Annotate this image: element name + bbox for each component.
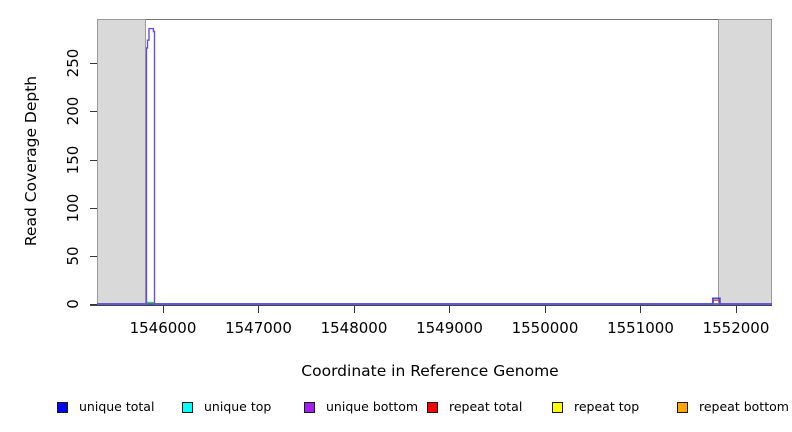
x-tick-label: 1551000 [607, 319, 674, 337]
legend-swatch-unique-total [57, 401, 68, 413]
x-tick-mark [640, 306, 642, 313]
x-axis-line [90, 305, 772, 306]
x-tick-label: 1546000 [129, 319, 197, 337]
y-tick-mark [90, 255, 97, 257]
legend-item-repeat-bottom: repeat bottom [677, 400, 789, 414]
left-masked-region [97, 19, 146, 304]
x-tick-mark [353, 306, 355, 313]
y-tick-label: 100 [64, 193, 82, 223]
legend-label-unique-bottom: unique bottom [326, 399, 419, 414]
x-tick-label: 1552000 [702, 319, 770, 337]
y-tick-label: 250 [64, 48, 82, 78]
right-masked-region [717, 19, 772, 304]
legend-label-unique-total: unique total [79, 399, 155, 414]
x-tick-mark [544, 306, 546, 313]
legend-item-repeat-top: repeat top [552, 400, 639, 414]
y-tick-label: 50 [64, 246, 82, 266]
y-tick-label: 150 [64, 145, 82, 174]
y-tick-label: 0 [64, 299, 82, 309]
y-tick-mark [90, 63, 97, 65]
y-tick-label: 200 [64, 97, 82, 126]
legend-swatch-unique-top [182, 401, 193, 413]
legend-item-unique-total: unique total [57, 400, 154, 414]
y-tick-mark [90, 207, 97, 209]
legend-label-repeat-bottom: repeat bottom [699, 399, 789, 414]
y-tick-mark [90, 159, 97, 161]
legend-swatch-repeat-top [552, 401, 563, 413]
x-tick-mark [258, 306, 260, 313]
x-axis-title: Coordinate in Reference Genome [301, 362, 559, 380]
x-tick-label: 1550000 [511, 319, 579, 337]
x-tick-label: 1548000 [320, 319, 388, 337]
x-tick-mark [449, 306, 451, 313]
legend-item-unique-top: unique top [182, 400, 271, 414]
legend-label-repeat-top: repeat top [574, 399, 640, 414]
plot-area [97, 19, 772, 305]
legend-item-repeat-total: repeat total [427, 400, 522, 414]
x-tick-label: 1547000 [225, 319, 292, 337]
y-tick-mark [90, 111, 97, 113]
x-tick-mark [162, 306, 164, 313]
legend-swatch-repeat-total [427, 401, 438, 413]
legend-item-unique-bottom: unique bottom [304, 400, 418, 414]
x-tick-mark [735, 306, 737, 313]
legend-swatch-repeat-bottom [677, 401, 688, 413]
y-axis-title: Read Coverage Depth [22, 75, 40, 247]
x-tick-label: 1549000 [416, 319, 483, 337]
y-tick-mark [90, 304, 97, 305]
legend-swatch-unique-bottom [304, 401, 315, 413]
legend-label-unique-top: unique top [204, 399, 272, 414]
legend-label-repeat-total: repeat total [449, 399, 523, 414]
